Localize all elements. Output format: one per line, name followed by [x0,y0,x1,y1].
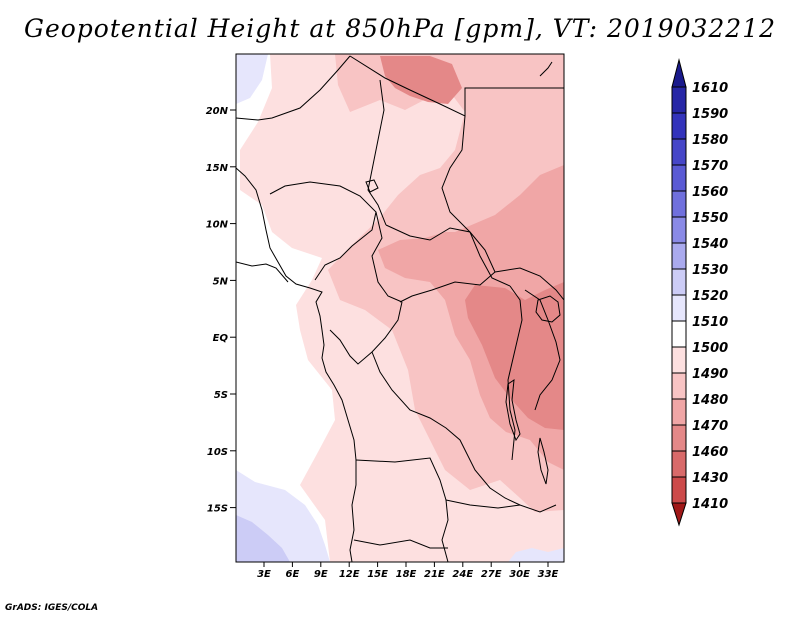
lon-tick-label: 27E [481,569,502,580]
colorbar-level-label: 1560 [692,185,728,200]
colorbar-swatch [671,450,687,478]
lake-malawi [537,437,549,485]
longitude-axis: 3E 6E 9E 12E 15E 18E 21E 24E 27E 30E 33E [257,562,559,580]
lat-tick-label: 15N [206,163,229,174]
coastline-west [236,167,357,562]
colorbar-level-label: 1500 [692,341,728,356]
colorbar-level-label: 1430 [692,471,728,486]
colorbar-swatch [671,164,687,192]
border-congo [329,301,403,365]
lat-tick-label: 15S [207,504,228,515]
border-cameroon [371,211,403,303]
colorbar-level-label: 1590 [692,107,728,122]
border-drc-east [507,285,523,461]
field-band-1485 [465,282,564,430]
lat-tick-label: 10S [207,447,228,458]
colorbar-swatch [671,372,687,400]
colorbar-level-label: 1470 [692,419,728,434]
lon-tick-label: 9E [314,569,328,580]
colorbar-bottom-arrow [671,502,687,527]
field-band-1510-northwest [236,54,268,104]
colorbar-level-label: 1610 [692,81,728,96]
colorbar-level-label: 1460 [692,445,728,460]
colorbar-level-label: 1580 [692,133,728,148]
border-south-sudan [494,267,564,301]
colorbar-level-label: 1410 [692,497,728,512]
lat-tick-label: 10N [206,220,229,231]
colorbar-swatch [671,424,687,452]
colorbar: 1610 1590 1580 1570 1560 1550 1540 1530 1520 1510… [671,58,728,527]
border-libya-chad [349,55,564,117]
lat-tick-label: 5S [214,390,228,401]
lon-tick-label: 12E [339,569,360,580]
colorbar-swatch [671,398,687,426]
colorbar-swatch [671,268,687,296]
lon-tick-label: 15E [367,569,388,580]
lake-victoria [535,295,561,323]
lake-tanganyika [505,378,521,442]
red-sea-coast [539,61,553,77]
colorbar-level-label: 1490 [692,367,728,382]
country-borders [236,55,564,562]
colorbar-swatch [671,476,687,504]
colorbar-level-label: 1480 [692,393,728,408]
lon-tick-label: 3E [257,569,271,580]
gulf-of-guinea-coast [236,261,289,283]
grads-credit: GrADS: IGES/COLA [5,603,99,613]
lat-tick-label: EQ [213,333,229,344]
lon-tick-label: 21E [424,569,445,580]
colorbar-level-label: 1530 [692,263,728,278]
border-chad-east [367,79,387,226]
border-zambia [445,499,557,513]
colorbar-swatch [671,320,687,348]
lon-tick-label: 33E [538,569,559,580]
colorbar-swatch [671,138,687,166]
lon-tick-label: 6E [286,569,300,580]
border-angola [355,457,449,562]
colorbar-level-label: 1570 [692,159,728,174]
field-band-1510-southeast [508,548,564,562]
colorbar-swatch [671,216,687,244]
border-great-lakes [524,289,561,411]
map-frame [235,53,565,563]
colorbar-swatch [671,242,687,270]
colorbar-top-arrow [671,58,687,88]
lat-tick-label: 20N [206,106,229,117]
lat-tick-label: 5N [213,276,229,287]
colorbar-level-label: 1520 [692,289,728,304]
latitude-axis: 20N 15N 10N 5N EQ 5S 10S 15S [206,106,236,515]
lake-chad [365,179,379,193]
colorbar-swatch [671,112,687,140]
border-drc-west [371,351,521,506]
colorbar-swatch [671,86,687,114]
colorbar-swatch [671,190,687,218]
border-car [385,224,496,303]
lon-tick-label: 24E [452,569,473,580]
field-band-1520 [236,515,290,562]
map-title: Geopotential Height at 850hPa [gpm], VT:… [23,14,777,43]
lon-tick-label: 18E [396,569,417,580]
colorbar-swatch [671,294,687,322]
field-band-1485-north [380,56,462,104]
height-field [236,54,564,562]
colorbar-swatch [671,346,687,374]
border-sudan [441,115,511,287]
colorbar-level-label: 1550 [692,211,728,226]
lon-tick-label: 30E [509,569,530,580]
border-sahel [236,55,351,121]
colorbar-level-label: 1510 [692,315,728,330]
border-namibia [353,539,448,549]
colorbar-level-label: 1540 [692,237,728,252]
